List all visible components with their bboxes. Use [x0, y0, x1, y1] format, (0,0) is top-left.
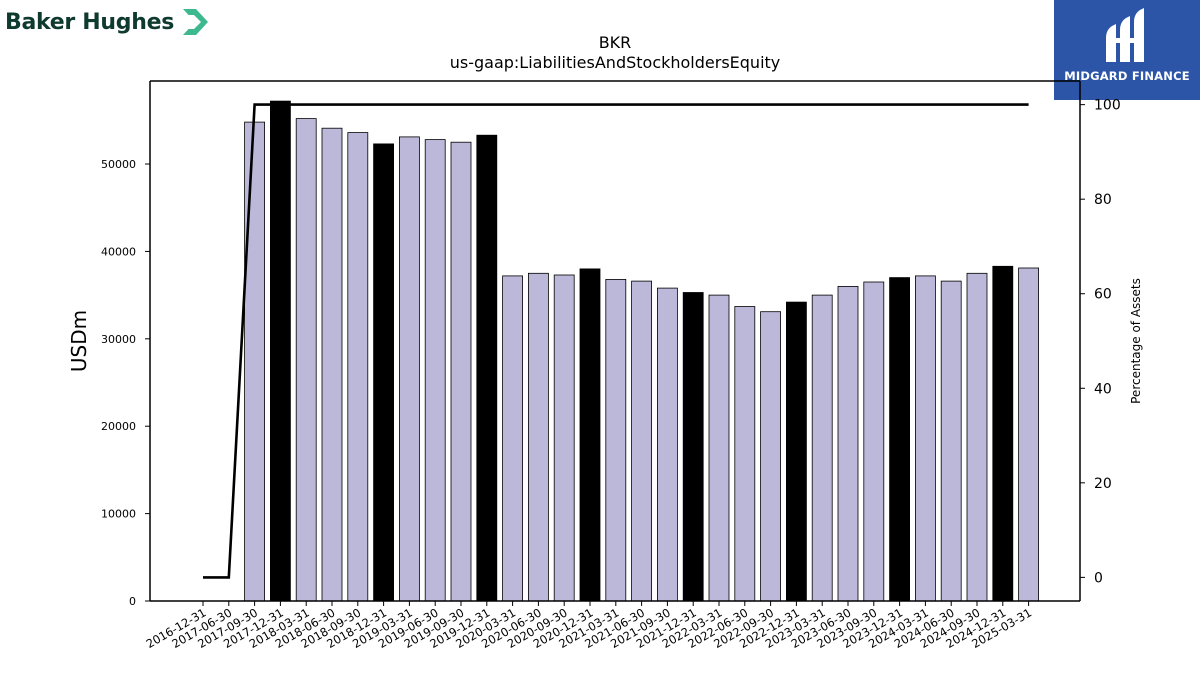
- bar-2024-09-30: [966, 272, 988, 602]
- y2-ticks-group: 0 20 40 60 80 100: [1080, 98, 1121, 586]
- y2-tick-label: 40: [1094, 381, 1112, 397]
- line-layer: [203, 103, 1029, 579]
- bar-2018-12-31: [373, 143, 395, 602]
- bar-2020-06-30: [528, 272, 549, 602]
- midgard-finance-logo: MIDGARD FINANCE: [1054, 0, 1200, 100]
- y2-tick-label: 80: [1094, 192, 1112, 208]
- bar-2023-12-31: [889, 277, 910, 602]
- y-axis-label: USDm: [67, 310, 91, 372]
- bar-2019-06-30: [424, 139, 446, 602]
- bar-2018-09-30: [347, 132, 369, 602]
- y-tick-label: 20000: [101, 420, 136, 433]
- bar-2024-12-31: [992, 265, 1014, 602]
- bar-2019-03-31: [398, 136, 420, 602]
- bars-group: [244, 100, 1039, 602]
- y-ticks-group: 0 10000 20000 30000 40000 50000: [101, 158, 150, 608]
- bar-2021-03-31: [605, 278, 627, 602]
- chart-subtitle: us-gaap:LiabilitiesAndStockholdersEquity: [450, 53, 781, 72]
- bar-2017-12-31: [269, 100, 291, 602]
- bar-2022-09-30: [760, 311, 781, 602]
- x-ticks-group: 2016-12-312017-06-302017-09-302017-12-31…: [144, 601, 1034, 651]
- bar-2017-09-30: [244, 121, 266, 602]
- y2-tick-label: 100: [1094, 98, 1121, 114]
- bar-2023-09-30: [863, 281, 885, 602]
- bar-2020-09-30: [553, 274, 575, 602]
- bar-2025-03-31: [1018, 267, 1039, 602]
- chart-title: BKR: [599, 33, 632, 52]
- bar-2020-03-31: [502, 275, 524, 602]
- y2-tick-label: 60: [1094, 287, 1112, 303]
- bar-2024-06-30: [940, 280, 962, 602]
- bar-2023-03-31: [811, 294, 833, 602]
- bar-2019-12-31: [476, 134, 498, 602]
- y-tick-label: 40000: [101, 245, 136, 258]
- y-tick-label: 50000: [101, 158, 136, 171]
- bar-2021-09-30: [657, 287, 678, 602]
- baker-hughes-logo: Baker Hughes: [5, 4, 214, 40]
- y-tick-label: 30000: [101, 333, 136, 346]
- bar-2018-03-31: [295, 118, 317, 602]
- y-tick-label: 10000: [101, 508, 136, 521]
- bar-2024-03-31: [915, 275, 936, 602]
- bar-2022-03-31: [708, 294, 730, 602]
- baker-hughes-mark-icon: [182, 9, 208, 35]
- bar-2018-06-30: [321, 127, 343, 602]
- bar-2019-09-30: [450, 141, 472, 602]
- y-tick-label: 0: [129, 595, 136, 608]
- bar-2020-12-31: [579, 268, 601, 602]
- y2-tick-label: 20: [1094, 476, 1112, 492]
- bar-2022-06-30: [734, 306, 756, 602]
- midgard-mark-icon: [1106, 8, 1144, 62]
- bar-2021-06-30: [631, 280, 652, 602]
- baker-hughes-logo-text: Baker Hughes: [5, 9, 174, 35]
- percentage-of-assets-line: [203, 103, 1029, 579]
- bar-2021-12-31: [682, 292, 704, 602]
- midgard-finance-logo-text: MIDGARD FINANCE: [1064, 69, 1190, 83]
- y2-axis-label: Percentage of Assets: [1129, 278, 1143, 404]
- bar-2023-06-30: [837, 285, 859, 602]
- y2-tick-label: 0: [1094, 570, 1103, 586]
- bar-2022-12-31: [786, 301, 807, 602]
